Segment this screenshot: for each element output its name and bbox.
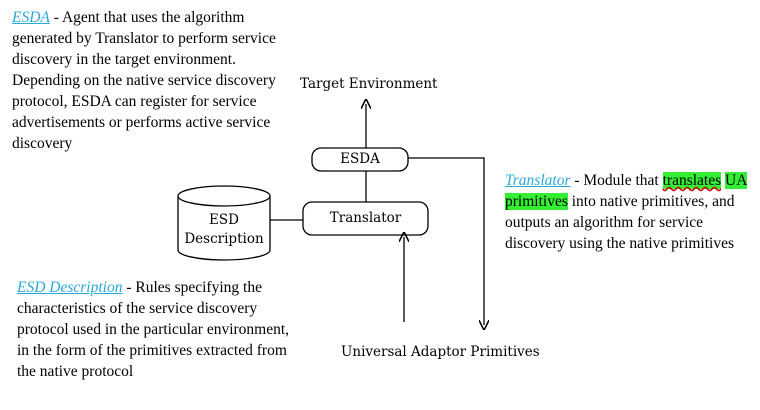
universal-adaptor-primitives-label: Universal Adaptor Primitives — [341, 344, 540, 360]
esd-description-database — [177, 185, 271, 261]
esd-description-term-link[interactable]: ESD Description — [17, 279, 123, 296]
esda-description: ESDA - Agent that uses the algorithm gen… — [12, 7, 297, 154]
esda-term-link[interactable]: ESDA — [12, 9, 50, 26]
translator-term-link[interactable]: Translator — [505, 172, 571, 189]
esd-description-body: - Rules specifying the characteristics o… — [17, 279, 290, 380]
target-environment-label: Target Environment — [300, 76, 438, 92]
arrow-esda-to-uap — [408, 157, 484, 325]
translator-box — [302, 201, 429, 236]
translator-text-before: - Module that — [570, 172, 663, 189]
translator-description: Translator - Module that translates UA p… — [505, 170, 755, 254]
esd-db-label-line1: ESD — [209, 212, 239, 228]
esda-box — [311, 147, 409, 172]
translator-text-after: into native primitives, and outputs an a… — [505, 193, 735, 252]
translator-box-label: Translator — [329, 210, 402, 226]
esda-description-text: - Agent that uses the algorithm generate… — [12, 9, 276, 152]
esd-description-text-block: ESD Description - Rules specifying the c… — [17, 277, 302, 382]
esd-db-label-line2: Description — [184, 231, 264, 247]
highlight-translates: translates — [662, 172, 722, 189]
esda-box-label: ESDA — [340, 151, 380, 167]
